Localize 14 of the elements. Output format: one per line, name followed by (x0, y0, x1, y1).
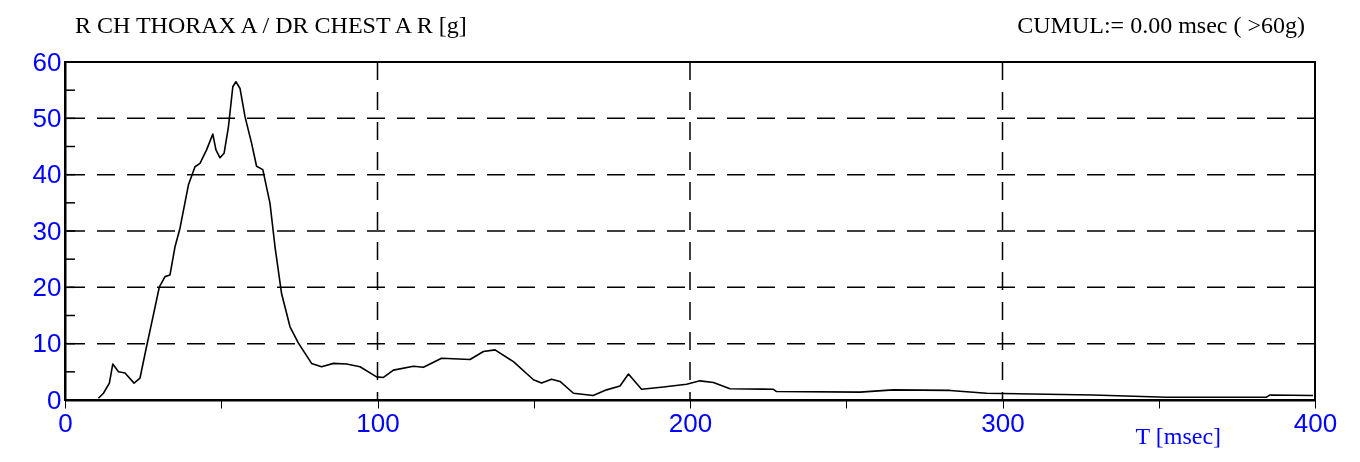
y-tick-label: 10 (32, 328, 62, 359)
y-tick-label: 0 (47, 384, 62, 415)
y-tick-label: 30 (32, 215, 62, 246)
x-tick-label: 400 (1293, 407, 1338, 438)
chart-title: R CH THORAX A / DR CHEST A R [g] (75, 12, 467, 38)
x-tick-label: 100 (356, 407, 400, 438)
x-axis-title: T [msec] (1135, 422, 1222, 449)
y-tick-label: 60 (32, 46, 62, 77)
x-tick-label: 200 (668, 407, 713, 438)
text: CUMUL:= 0.00 msec ( >60g) (1017, 12, 1305, 38)
y-tick-label: 40 (32, 159, 62, 190)
x-tick-label: 300 (981, 407, 1025, 438)
y-tick-label: 20 (32, 271, 62, 302)
y-tick-label: 50 (32, 102, 62, 133)
